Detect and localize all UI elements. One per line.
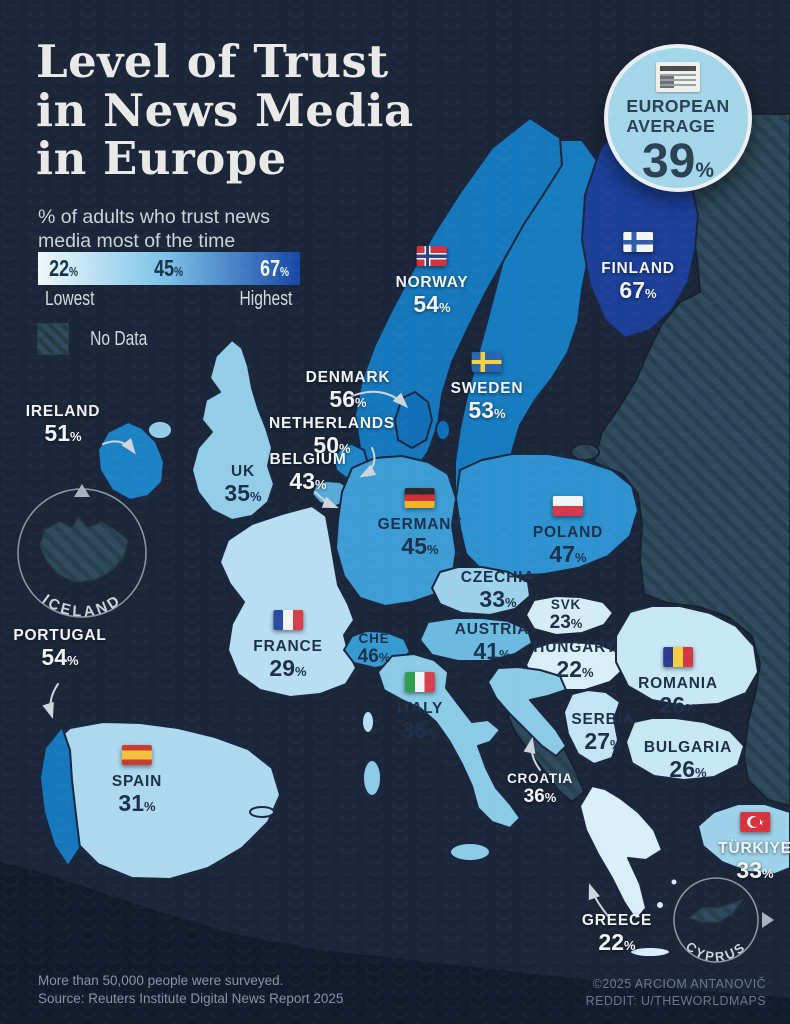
leader-arrow-ireland bbox=[102, 438, 136, 455]
country-label-spain: SPAIN 31% bbox=[112, 745, 162, 815]
italy-flag-icon bbox=[404, 672, 435, 692]
leader-arrow-croatia bbox=[523, 737, 541, 771]
country-label-romania: ROMANIA 26% bbox=[638, 647, 718, 717]
country-shape-uk bbox=[191, 339, 275, 521]
country-shape-denmark-island bbox=[435, 419, 451, 441]
country-shape-italy bbox=[377, 653, 521, 829]
country-shape-bulgaria bbox=[625, 717, 745, 781]
region-africa-silhouette bbox=[0, 862, 790, 1024]
european-average-badge: EUROPEAN AVERAGE 39% bbox=[604, 44, 752, 192]
country-label-germany: GERMANY 45% bbox=[378, 488, 463, 558]
country-label-netherlands: NETHERLANDS 50% bbox=[269, 415, 395, 459]
no-data-label: No Data bbox=[90, 327, 148, 350]
finland-flag-icon bbox=[623, 232, 653, 252]
no-data-swatch-icon bbox=[37, 323, 69, 355]
country-shape-czechia bbox=[431, 566, 531, 616]
newspaper-icon bbox=[656, 62, 700, 92]
cyprus-inset: CYPRUS bbox=[673, 877, 774, 965]
cyprus-shape bbox=[688, 898, 744, 923]
page-title: Level of Trust in News Media in Europe bbox=[36, 35, 414, 186]
page-subtitle: % of adults who trust news media most of… bbox=[38, 206, 270, 253]
country-label-ireland: IRELAND 51% bbox=[25, 403, 101, 447]
leader-arrow-denmark bbox=[351, 390, 409, 409]
country-label-slovakia: SVK 23% bbox=[549, 597, 583, 634]
country-shape-greek-island-1 bbox=[655, 900, 665, 910]
country-label-belgium: BELGIUM 43% bbox=[269, 451, 347, 495]
country-shape-serbia bbox=[563, 689, 621, 765]
country-shape-portugal bbox=[39, 726, 81, 867]
country-label-poland: POLAND 47% bbox=[533, 496, 603, 566]
norway-flag-icon bbox=[416, 246, 447, 266]
country-shape-sicily bbox=[449, 842, 491, 862]
country-shape-slovakia bbox=[525, 595, 614, 636]
legend-mid-value: 45% bbox=[154, 255, 184, 281]
legend-no-data: No Data bbox=[37, 323, 155, 355]
country-label-bulgaria: BULGARIA 26% bbox=[643, 739, 733, 783]
iceland-inset: ICELAND bbox=[17, 484, 147, 621]
country-label-finland: FINLAND 67% bbox=[601, 232, 675, 302]
legend-max-value: 67% bbox=[259, 255, 289, 281]
legend-highest-label: Highest bbox=[239, 288, 293, 310]
badge-label: EUROPEAN AVERAGE bbox=[626, 96, 730, 137]
france-flag-icon bbox=[272, 610, 303, 630]
leader-arrow-belgium bbox=[314, 491, 339, 509]
country-label-turkiye: TÜRKIYE 33% bbox=[718, 812, 790, 882]
leader-arrow-greece bbox=[588, 883, 609, 917]
country-label-norway: NORWAY 54% bbox=[396, 246, 469, 316]
country-shape-sardinia bbox=[362, 759, 382, 797]
country-label-uk: UK 35% bbox=[224, 463, 262, 507]
country-label-denmark: DENMARK 56% bbox=[305, 369, 391, 413]
country-label-hungary: HUNGARY 22% bbox=[533, 639, 617, 683]
badge-value: 39% bbox=[641, 135, 715, 189]
country-shape-corsica bbox=[361, 710, 375, 734]
country-shape-northern-ireland bbox=[147, 420, 173, 440]
cyprus-label: CYPRUS bbox=[683, 939, 749, 965]
iceland-compass-triangle-icon bbox=[74, 484, 90, 497]
country-shape-balearics bbox=[249, 806, 275, 818]
country-label-switzerland: CHE 46% bbox=[357, 631, 391, 668]
country-shape-crete bbox=[629, 946, 671, 958]
legend-min-value: 22% bbox=[49, 255, 79, 281]
country-shape-france bbox=[219, 505, 357, 698]
cyprus-compass-triangle-icon bbox=[762, 912, 774, 928]
iceland-label: ICELAND bbox=[39, 591, 125, 620]
country-label-italy: ITALY 36% bbox=[397, 672, 443, 742]
country-shape-croatia bbox=[487, 666, 567, 757]
iceland-shape bbox=[39, 516, 129, 583]
legend-gradient-bar: 22% 45% 67% bbox=[38, 252, 300, 285]
spain-flag-icon bbox=[121, 745, 152, 765]
country-shape-poland bbox=[455, 453, 639, 577]
source-note: More than 50,000 people were surveyed. S… bbox=[38, 973, 344, 1007]
country-label-serbia: SERBIA 27% bbox=[571, 711, 635, 755]
legend-extremes: Lowest Highest bbox=[38, 288, 300, 311]
poland-flag-icon bbox=[553, 496, 583, 516]
legend-lowest-label: Lowest bbox=[44, 288, 95, 310]
country-label-greece: GREECE 22% bbox=[581, 912, 653, 956]
country-shape-greek-island-2 bbox=[669, 877, 679, 887]
germany-flag-icon bbox=[404, 488, 435, 508]
sweden-flag-icon bbox=[472, 352, 502, 372]
leader-arrows bbox=[42, 390, 609, 917]
country-label-czechia: CZECHIA 33% bbox=[460, 569, 536, 613]
country-label-austria: AUSTRIA 41% bbox=[454, 621, 530, 665]
country-label-sweden: SWEDEN 53% bbox=[451, 352, 524, 422]
region-kaliningrad-no-data bbox=[570, 443, 600, 461]
credit-note: ©2025 ARCIOM ANTANOVIČ REDDIT: U/THEWORL… bbox=[585, 977, 766, 1008]
country-label-croatia: CROATIA 36% bbox=[506, 771, 574, 808]
leader-arrow-netherlands bbox=[359, 447, 377, 478]
leader-arrow-portugal bbox=[42, 683, 59, 719]
turkiye-flag-icon bbox=[739, 812, 770, 832]
country-label-france: FRANCE 29% bbox=[253, 610, 322, 680]
country-shape-greece bbox=[579, 785, 663, 921]
romania-flag-icon bbox=[663, 647, 693, 667]
country-label-portugal: PORTUGAL 54% bbox=[13, 627, 107, 671]
region-east-no-data bbox=[593, 113, 790, 807]
country-shape-austria bbox=[419, 617, 533, 662]
